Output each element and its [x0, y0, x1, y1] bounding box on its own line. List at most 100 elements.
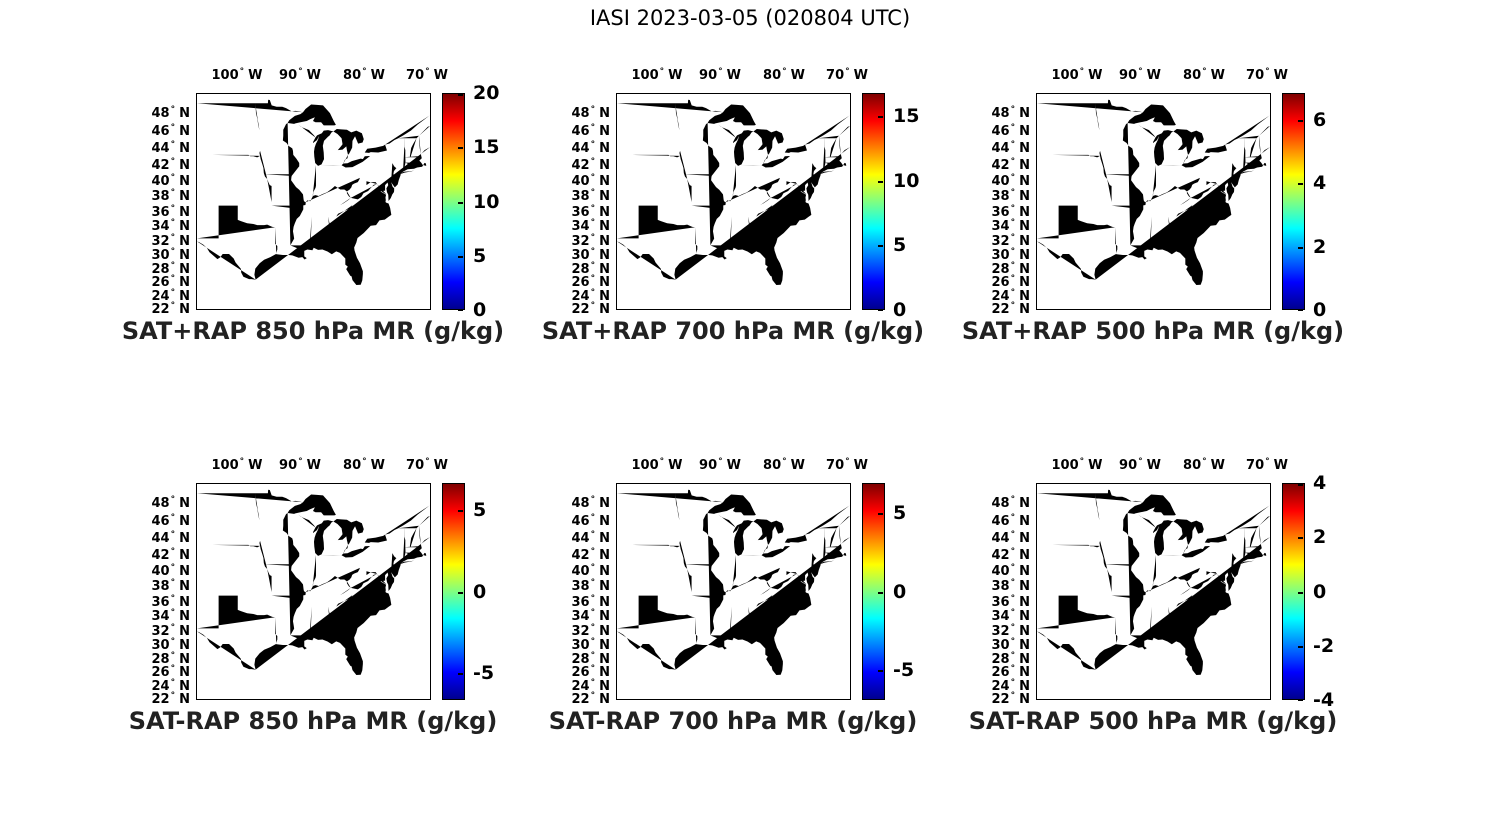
lon-tick-label: 70° W: [826, 457, 868, 473]
panel-title: SAT-RAP 700 hPa MR (g/kg): [548, 707, 918, 735]
lat-tick-label: 38° N: [571, 578, 610, 594]
lat-tick-label: 46° N: [571, 513, 610, 529]
lat-tick-label: 26° N: [991, 664, 1030, 680]
lat-tick-label: 32° N: [991, 233, 1030, 249]
lat-tick-label: 22° N: [151, 301, 190, 317]
lat-tick-label: 30° N: [151, 247, 190, 263]
colorbar-tick-label: 15: [473, 136, 500, 159]
lat-tick-label: 30° N: [991, 247, 1030, 263]
colorbar-tick-mark: [458, 673, 463, 676]
colorbar-tick-label: -4: [1313, 689, 1335, 711]
lat-tick-label: 44° N: [151, 140, 190, 156]
lon-tick-label: 90° W: [279, 457, 321, 473]
lat-tick-label: 34° N: [991, 218, 1030, 234]
lat-tick-label: 26° N: [571, 274, 610, 290]
colorbar-tick-label: 4: [1313, 172, 1327, 195]
lat-tick-label: 46° N: [151, 513, 190, 529]
lon-tick-label: 90° W: [279, 67, 321, 83]
lat-tick-label: 36° N: [151, 204, 190, 220]
figure-title: IASI 2023-03-05 (020804 UTC): [589, 6, 911, 30]
colorbar-tick-label: -2: [1313, 634, 1335, 657]
panel-title: SAT+RAP 850 hPa MR (g/kg): [121, 317, 505, 345]
colorbar-tick-label: 2: [1313, 526, 1327, 549]
colorbar-tick-label: 0: [473, 299, 487, 321]
lat-tick-label: 36° N: [571, 204, 610, 220]
lon-tick-label: 80° W: [343, 67, 385, 83]
lat-tick-label: 22° N: [151, 691, 190, 707]
colorbar-tick-label: 5: [473, 498, 487, 521]
lat-tick-label: 32° N: [571, 233, 610, 249]
colorbar-tick-mark: [458, 147, 463, 150]
lat-tick-label: 24° N: [151, 288, 190, 304]
lat-tick-label: 30° N: [571, 637, 610, 653]
colorbar-tick-mark: [458, 591, 463, 594]
lon-tick-label: 100° W: [211, 67, 263, 83]
lat-tick-label: 40° N: [571, 563, 610, 579]
colorbar: [862, 93, 885, 311]
colorbar: [1282, 93, 1305, 311]
map-canvas: [616, 93, 851, 310]
map-panel-sat-minus-rap-700: 100° W 90° W 80° W 70° W 48° N 46° N 44° N 42° N 40° N 38…: [549, 457, 918, 735]
lon-tick-label: 90° W: [1119, 457, 1161, 473]
map-canvas: [616, 483, 851, 700]
colorbar-tick-label: 4: [1313, 472, 1327, 494]
colorbar-tick-mark: [1298, 537, 1303, 540]
lat-tick-label: 48° N: [571, 105, 610, 121]
lon-tick-label: 70° W: [406, 67, 448, 83]
lat-tick-label: 24° N: [571, 678, 610, 694]
lat-tick-label: 36° N: [571, 594, 610, 610]
lat-tick-label: 48° N: [151, 495, 190, 511]
map-canvas: [1036, 93, 1271, 310]
panel-title: SAT+RAP 500 hPa MR (g/kg): [961, 317, 1345, 345]
lat-tick-label: 28° N: [991, 261, 1030, 277]
us-states-map: [197, 489, 430, 676]
lat-tick-label: 30° N: [991, 637, 1030, 653]
map-canvas: [196, 93, 431, 310]
colorbar-tick-label: 10: [893, 169, 920, 192]
colorbar-tick-mark: [458, 201, 463, 204]
lon-tick-label: 100° W: [211, 457, 263, 473]
lat-tick-label: 22° N: [571, 691, 610, 707]
lon-tick-label: 80° W: [1183, 67, 1225, 83]
colorbar-tick-label: 5: [473, 244, 487, 267]
colorbar-tick-label: -5: [473, 662, 495, 685]
lat-tick-label: 44° N: [991, 140, 1030, 156]
lon-tick-label: 70° W: [406, 457, 448, 473]
colorbar-tick-label: 0: [893, 580, 907, 603]
colorbar-tick-label: 0: [893, 299, 907, 321]
lat-tick-label: 24° N: [991, 678, 1030, 694]
lat-tick-label: 26° N: [991, 274, 1030, 290]
colorbar-tick-mark: [458, 94, 463, 96]
lat-tick-label: 36° N: [991, 594, 1030, 610]
lat-tick-label: 30° N: [571, 247, 610, 263]
us-states-map: [1037, 489, 1270, 676]
lat-tick-label: 24° N: [571, 288, 610, 304]
lat-tick-label: 48° N: [151, 105, 190, 121]
lat-tick-label: 30° N: [151, 637, 190, 653]
lon-tick-label: 100° W: [1051, 457, 1103, 473]
lat-tick-label: 42° N: [571, 157, 610, 173]
map-panel-sat-minus-rap-500: 100° W 90° W 80° W 70° W 48° N 46° N 44° N 42° N 40° N 38…: [969, 457, 1338, 735]
lon-tick-label: 80° W: [763, 67, 805, 83]
us-states-map: [617, 489, 850, 676]
panel-title: SAT-RAP 500 hPa MR (g/kg): [968, 707, 1338, 735]
us-states-map: [1037, 99, 1270, 286]
lat-tick-label: 32° N: [571, 623, 610, 639]
lat-tick-label: 42° N: [151, 157, 190, 173]
lon-tick-label: 70° W: [826, 67, 868, 83]
map-canvas: [196, 483, 431, 700]
map-panel-sat-plus-rap-850: 100° W 90° W 80° W 70° W 48° N 46° N 44° N 42° N 40° N 38…: [122, 67, 504, 345]
lat-tick-label: 42° N: [991, 157, 1030, 173]
lon-tick-label: 90° W: [1119, 67, 1161, 83]
lat-tick-label: 34° N: [571, 608, 610, 624]
lat-tick-label: 28° N: [151, 261, 190, 277]
colorbar-tick-label: 6: [1313, 108, 1327, 131]
map-canvas: [1036, 483, 1271, 700]
lat-tick-label: 46° N: [991, 513, 1030, 529]
map-panel-sat-plus-rap-700: 100° W 90° W 80° W 70° W 48° N 46° N 44° N 42° N 40° N 38…: [542, 67, 924, 345]
colorbar-tick-mark: [878, 116, 883, 119]
lat-tick-label: 34° N: [151, 218, 190, 234]
lon-tick-label: 80° W: [1183, 457, 1225, 473]
colorbar-tick-mark: [1298, 699, 1303, 701]
